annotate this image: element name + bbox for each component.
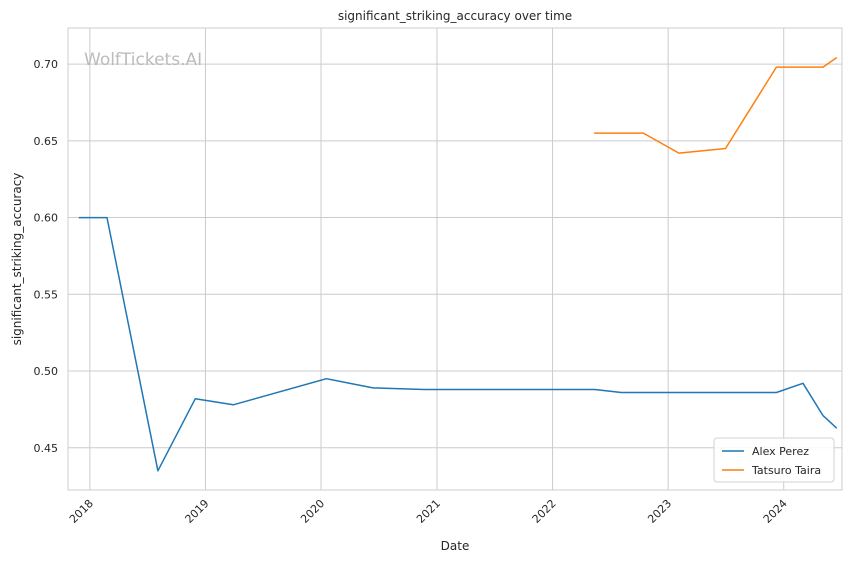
y-axis-label: significant_striking_accuracy bbox=[10, 173, 24, 346]
y-tick-label: 0.45 bbox=[34, 442, 59, 455]
plot-frame bbox=[67, 27, 843, 491]
y-tick-label: 0.60 bbox=[34, 212, 59, 225]
x-tick-label: 2018 bbox=[67, 497, 96, 526]
legend-box bbox=[713, 437, 835, 483]
x-tick-label: 2021 bbox=[414, 497, 443, 526]
x-tick-label: 2024 bbox=[761, 497, 790, 526]
x-tick-label: 2020 bbox=[298, 497, 327, 526]
y-tick-label: 0.50 bbox=[34, 365, 59, 378]
legend: Alex Perez Tatsuro Taira bbox=[713, 437, 835, 483]
x-tick-label: 2022 bbox=[530, 497, 559, 526]
legend-label: Tatsuro Taira bbox=[751, 464, 821, 477]
plot-background bbox=[68, 28, 842, 490]
x-axis-label: Date bbox=[441, 539, 470, 553]
chart-title: significant_striking_accuracy over time bbox=[338, 9, 572, 23]
y-tick-label: 0.65 bbox=[34, 135, 59, 148]
x-tick-label: 2023 bbox=[645, 497, 674, 526]
series-line-alex-perez bbox=[78, 216, 838, 472]
y-tick-label: 0.70 bbox=[34, 58, 59, 71]
series-line-tatsuro-taira bbox=[593, 57, 838, 154]
watermark: WolfTickets.AI bbox=[84, 50, 202, 70]
x-tick-label: 2019 bbox=[183, 497, 212, 526]
y-tick-label: 0.55 bbox=[34, 288, 59, 301]
legend-label: Alex Perez bbox=[752, 445, 809, 458]
